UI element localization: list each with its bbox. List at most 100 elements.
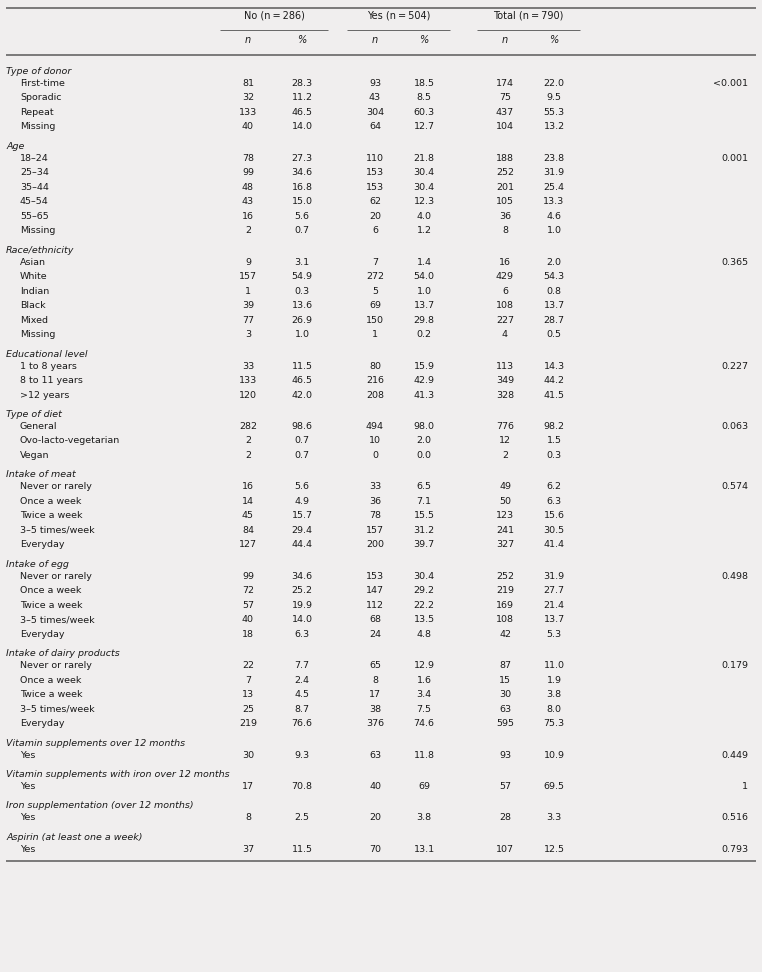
Text: 75.3: 75.3 — [543, 719, 565, 728]
Text: 13.6: 13.6 — [291, 301, 312, 310]
Text: 4: 4 — [502, 330, 508, 339]
Text: 8.7: 8.7 — [294, 705, 309, 713]
Text: 16: 16 — [242, 482, 254, 491]
Text: 25.2: 25.2 — [292, 586, 312, 595]
Text: 14: 14 — [242, 497, 254, 505]
Text: 0.574: 0.574 — [721, 482, 748, 491]
Text: Yes (n = 504): Yes (n = 504) — [367, 10, 431, 20]
Text: 188: 188 — [496, 154, 514, 162]
Text: Everyday: Everyday — [20, 540, 65, 549]
Text: 12.5: 12.5 — [543, 845, 565, 853]
Text: 28: 28 — [499, 814, 511, 822]
Text: 8.0: 8.0 — [546, 705, 562, 713]
Text: 5.6: 5.6 — [294, 482, 309, 491]
Text: 39.7: 39.7 — [414, 540, 434, 549]
Text: 30.4: 30.4 — [414, 572, 434, 580]
Text: 99: 99 — [242, 168, 254, 177]
Text: 11.8: 11.8 — [414, 750, 434, 759]
Text: 24: 24 — [369, 630, 381, 639]
Text: Never or rarely: Never or rarely — [20, 572, 92, 580]
Text: 17: 17 — [369, 690, 381, 699]
Text: 108: 108 — [496, 615, 514, 624]
Text: 50: 50 — [499, 497, 511, 505]
Text: 1 to 8 years: 1 to 8 years — [20, 362, 77, 370]
Text: Missing: Missing — [20, 122, 56, 131]
Text: 13: 13 — [242, 690, 254, 699]
Text: 7: 7 — [372, 258, 378, 266]
Text: 48: 48 — [242, 183, 254, 191]
Text: 2: 2 — [245, 226, 251, 235]
Text: 69: 69 — [369, 301, 381, 310]
Text: 41.5: 41.5 — [543, 391, 565, 399]
Text: 78: 78 — [242, 154, 254, 162]
Text: 31.9: 31.9 — [543, 168, 565, 177]
Text: 13.7: 13.7 — [414, 301, 434, 310]
Text: 6.3: 6.3 — [546, 497, 562, 505]
Text: 84: 84 — [242, 526, 254, 535]
Text: 31.9: 31.9 — [543, 572, 565, 580]
Text: 123: 123 — [496, 511, 514, 520]
Text: 34.6: 34.6 — [291, 168, 312, 177]
Text: 0.179: 0.179 — [721, 661, 748, 670]
Text: Missing: Missing — [20, 226, 56, 235]
Text: 3.4: 3.4 — [417, 690, 431, 699]
Text: 1.4: 1.4 — [417, 258, 431, 266]
Text: 63: 63 — [369, 750, 381, 759]
Text: n: n — [502, 35, 508, 45]
Text: 29.4: 29.4 — [292, 526, 312, 535]
Text: 157: 157 — [366, 526, 384, 535]
Text: 31.2: 31.2 — [414, 526, 434, 535]
Text: 27.7: 27.7 — [543, 586, 565, 595]
Text: 219: 219 — [496, 586, 514, 595]
Text: 41.3: 41.3 — [414, 391, 434, 399]
Text: 70.8: 70.8 — [292, 781, 312, 791]
Text: 63: 63 — [499, 705, 511, 713]
Text: 127: 127 — [239, 540, 257, 549]
Text: 7.7: 7.7 — [294, 661, 309, 670]
Text: 0.063: 0.063 — [721, 422, 748, 431]
Text: 2.4: 2.4 — [294, 676, 309, 684]
Text: Yes: Yes — [20, 814, 35, 822]
Text: 0.7: 0.7 — [294, 436, 309, 445]
Text: 6.5: 6.5 — [417, 482, 431, 491]
Text: 98.2: 98.2 — [543, 422, 565, 431]
Text: 15.6: 15.6 — [543, 511, 565, 520]
Text: Intake of meat: Intake of meat — [6, 470, 75, 479]
Text: 147: 147 — [366, 586, 384, 595]
Text: 0.5: 0.5 — [546, 330, 562, 339]
Text: 98.6: 98.6 — [292, 422, 312, 431]
Text: %: % — [419, 35, 428, 45]
Text: 0: 0 — [372, 451, 378, 460]
Text: 7.5: 7.5 — [417, 705, 431, 713]
Text: 42.9: 42.9 — [414, 376, 434, 385]
Text: 0.7: 0.7 — [294, 226, 309, 235]
Text: 46.5: 46.5 — [292, 376, 312, 385]
Text: 153: 153 — [366, 572, 384, 580]
Text: 7: 7 — [245, 676, 251, 684]
Text: n: n — [372, 35, 378, 45]
Text: 25.4: 25.4 — [543, 183, 565, 191]
Text: >12 years: >12 years — [20, 391, 69, 399]
Text: 87: 87 — [499, 661, 511, 670]
Text: 10: 10 — [369, 436, 381, 445]
Text: 4.9: 4.9 — [294, 497, 309, 505]
Text: 44.4: 44.4 — [292, 540, 312, 549]
Text: 10.9: 10.9 — [543, 750, 565, 759]
Text: 69: 69 — [418, 781, 430, 791]
Text: 15.7: 15.7 — [292, 511, 312, 520]
Text: 3.1: 3.1 — [294, 258, 309, 266]
Text: Aspirin (at least one a week): Aspirin (at least one a week) — [6, 833, 142, 842]
Text: Intake of dairy products: Intake of dairy products — [6, 649, 120, 658]
Text: White: White — [20, 272, 47, 281]
Text: Mixed: Mixed — [20, 316, 48, 325]
Text: 429: 429 — [496, 272, 514, 281]
Text: 22.2: 22.2 — [414, 601, 434, 609]
Text: 6: 6 — [372, 226, 378, 235]
Text: 14.0: 14.0 — [292, 615, 312, 624]
Text: 4.8: 4.8 — [417, 630, 431, 639]
Text: 3–5 times/week: 3–5 times/week — [20, 705, 94, 713]
Text: 12.3: 12.3 — [414, 197, 434, 206]
Text: 3: 3 — [245, 330, 251, 339]
Text: 98.0: 98.0 — [414, 422, 434, 431]
Text: General: General — [20, 422, 57, 431]
